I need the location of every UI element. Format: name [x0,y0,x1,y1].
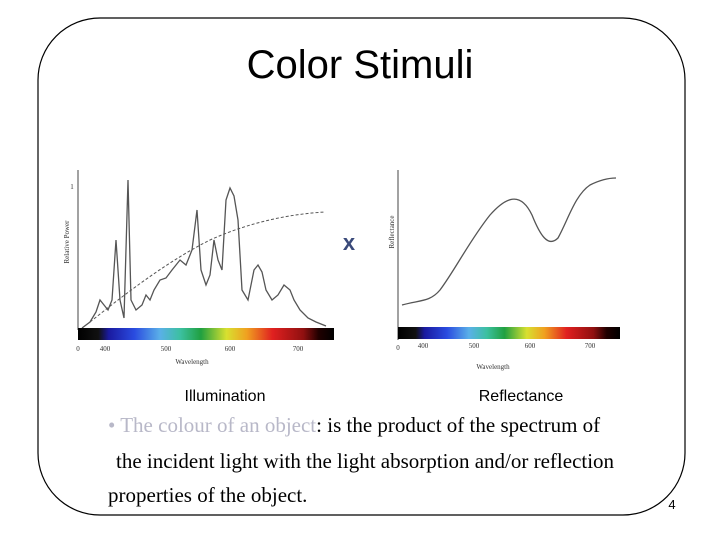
reflectance-figure: 0 400 500 600 700 Wavelength Reflectance… [388,170,620,405]
illumination-curve [81,179,327,329]
y-tick: 1 [70,183,74,191]
x-tick: 500 [161,345,172,353]
y-axis-label: Relative Power [63,220,71,264]
spectrum-bar [398,327,620,339]
x-tick: 0 [76,345,80,353]
figure-caption: Reflectance [479,388,564,405]
spectrum-bar [78,328,334,340]
reflectance-curve [401,177,617,306]
x-tick: 500 [469,342,480,350]
x-axis-label: Wavelength [476,363,510,371]
y-axis-label: Reflectance [388,215,396,248]
x-axis-label: Wavelength [175,358,209,366]
figure-caption: Illumination [185,388,266,405]
body-line: properties of the object. [108,483,307,507]
body-line: • The colour of an object: is the produc… [108,413,600,437]
x-tick: 400 [100,345,111,353]
slide-frame [37,17,686,516]
operator: x [343,230,356,255]
x-tick: 700 [293,345,304,353]
slide-title: Color Stimuli [247,43,474,87]
x-tick: 600 [225,345,236,353]
x-tick: 600 [525,342,536,350]
page-number: 4 [668,497,675,512]
body-line: the incident light with the light absorp… [116,449,615,473]
illumination-figure: 0 400 500 600 700 Wavelength Relative Po… [63,170,334,405]
body-text: : is the product of the spectrum of [316,413,600,437]
x-tick: 0 [396,344,400,352]
x-tick: 700 [585,342,596,350]
highlight: • The colour of an object [108,413,316,437]
reference-curve [89,211,326,323]
x-tick: 400 [418,342,429,350]
